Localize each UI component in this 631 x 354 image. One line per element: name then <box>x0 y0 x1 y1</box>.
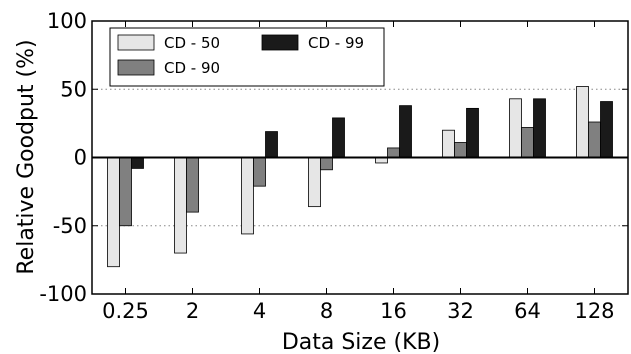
grid-lines <box>92 88 628 227</box>
y-tick-label: 100 <box>47 9 87 33</box>
bars <box>107 86 613 268</box>
legend-swatch <box>117 59 155 76</box>
legend-swatch <box>117 34 155 51</box>
legend-swatch <box>261 34 299 51</box>
legend-label: CD - 99 <box>308 34 364 52</box>
bar <box>241 157 254 235</box>
x-ticks: 0.25 2 4 8 16 32 64 128 <box>102 21 615 323</box>
bar <box>509 98 522 158</box>
x-tick-label: 128 <box>574 299 614 323</box>
legend: CD - 50 CD - 90 CD - 99 <box>109 27 385 87</box>
bar <box>320 157 333 171</box>
y-ticks: -100 -50 0 50 100 <box>39 9 628 306</box>
legend-label: CD - 50 <box>164 34 220 52</box>
y-tick-label: -100 <box>39 282 87 306</box>
bar <box>131 157 144 169</box>
legend-label: CD - 90 <box>164 59 220 77</box>
bar <box>265 131 278 158</box>
bar <box>119 157 132 227</box>
bar <box>533 98 546 158</box>
bar <box>308 157 321 208</box>
y-tick-label: 0 <box>74 146 87 170</box>
y-tick-label: -50 <box>53 214 87 238</box>
bar <box>387 147 400 158</box>
x-axis-title: Data Size (KB) <box>282 330 440 354</box>
bar <box>442 129 455 158</box>
x-tick-label: 32 <box>447 299 474 323</box>
bar <box>332 117 345 158</box>
y-axis-title: Relative Goodput (%) <box>14 39 39 274</box>
bar <box>186 157 199 213</box>
x-tick-label: 4 <box>253 299 266 323</box>
x-tick-label: 0.25 <box>102 299 149 323</box>
bar <box>521 127 534 158</box>
bar <box>454 142 467 158</box>
legend-box <box>109 27 385 87</box>
y-tick-label: 50 <box>60 77 87 101</box>
bar <box>588 121 601 158</box>
bar <box>466 107 479 158</box>
bar <box>600 101 613 158</box>
x-tick-label: 8 <box>320 299 333 323</box>
bar <box>107 157 120 268</box>
bar <box>253 157 266 187</box>
bar <box>399 105 412 158</box>
bar <box>576 86 589 158</box>
x-tick-label: 64 <box>514 299 541 323</box>
bar <box>174 157 187 254</box>
x-tick-label: 2 <box>186 299 199 323</box>
x-tick-label: 16 <box>380 299 407 323</box>
